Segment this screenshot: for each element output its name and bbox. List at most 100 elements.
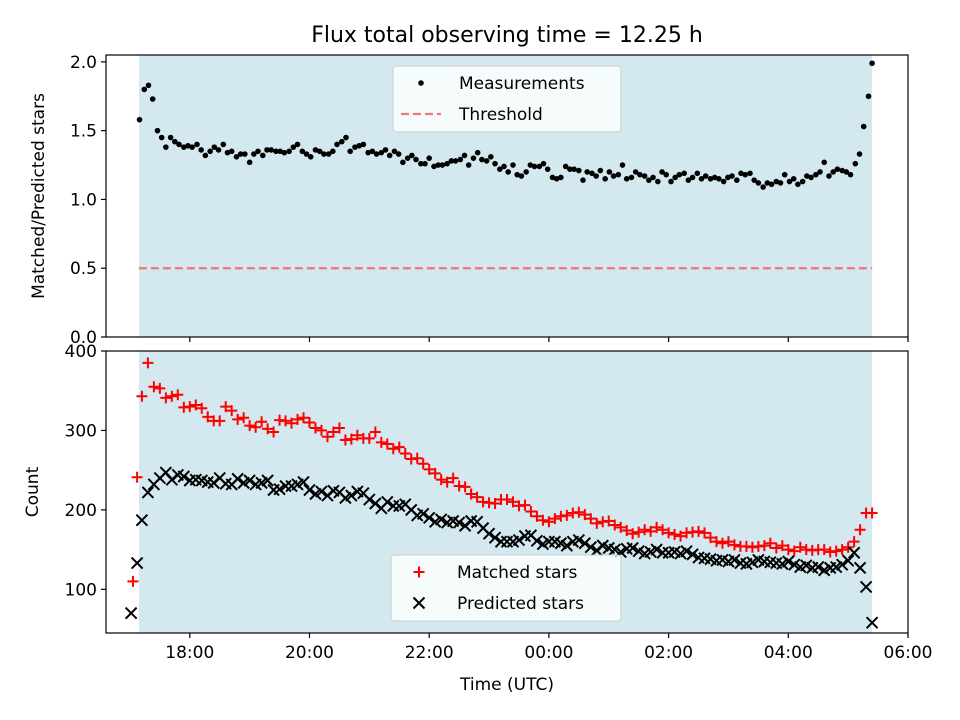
matched-stars-point (728, 539, 740, 551)
measurements-point (847, 171, 854, 178)
matched-stars-point (148, 381, 160, 393)
x-tick-label: 06:00 (884, 643, 933, 663)
measurements-point (347, 148, 353, 155)
matched-stars-point (507, 496, 519, 508)
matched-stars-point (693, 525, 705, 537)
matched-stars-point (286, 417, 298, 429)
matched-stars-point (531, 510, 543, 522)
measurements-point (676, 171, 683, 178)
measurements-point (233, 153, 240, 160)
matched-stars-point (136, 390, 148, 402)
y-tick-label: 2.0 (70, 53, 97, 73)
measurements-point (540, 160, 547, 167)
matched-stars-point (214, 415, 226, 427)
matched-stars-point (184, 401, 196, 413)
matched-stars-point (549, 513, 561, 525)
matched-stars-point (309, 422, 321, 434)
y-tick-label: 100 (65, 580, 97, 600)
measurements-point (615, 171, 622, 178)
measurements-point (632, 169, 639, 175)
predicted-stars-point (584, 541, 597, 554)
measurements-point (813, 171, 819, 178)
matched-stars-point (675, 530, 687, 542)
matched-stars-point (525, 505, 537, 517)
x-tick-label: 00:00 (524, 643, 573, 663)
x-tick-label: 18:00 (165, 643, 214, 663)
matched-stars-point (788, 545, 800, 557)
matched-stars-point (848, 536, 860, 548)
predicted-stars-point (130, 556, 144, 570)
matched-stars-point (292, 413, 304, 425)
matched-stars-point (501, 494, 513, 506)
measurements-point (826, 173, 832, 179)
measurements-point (395, 151, 402, 157)
predicted-stars-point (177, 470, 191, 483)
measurements-point (189, 144, 195, 150)
matched-stars-point (579, 509, 591, 521)
matched-stars-point (573, 506, 585, 518)
predicted-stars-point (315, 485, 328, 498)
predicted-stars-point (363, 493, 376, 506)
measurements-point (580, 177, 586, 183)
measurements-point (479, 156, 485, 163)
measurements-point (795, 181, 801, 188)
matched-stars-point (196, 402, 208, 414)
measurements-point (544, 166, 551, 172)
measurements-point (448, 158, 455, 164)
measurements-point (426, 155, 432, 161)
matched-stars-point (321, 431, 333, 443)
measurements-point (465, 162, 472, 168)
matched-stars-point (369, 426, 381, 438)
matched-stars-point (459, 481, 471, 493)
measurements-point (444, 160, 450, 167)
measurements-point (729, 173, 735, 179)
measurements-point (149, 96, 156, 102)
measurements-point (163, 144, 169, 150)
legend-label: Measurements (459, 74, 585, 94)
y-tick-label: 300 (65, 421, 97, 441)
measurements-point (307, 153, 314, 160)
measurements-point (207, 148, 213, 155)
legend-label: Matched stars (457, 563, 577, 583)
legend-measurements-swatch (418, 80, 424, 86)
measurements-point (768, 181, 775, 188)
legend: Matched stars Predicted stars (390, 554, 622, 622)
measurements-point (720, 178, 727, 185)
predicted-stars-point (243, 474, 256, 487)
predicted-stars-point (650, 543, 663, 556)
predicted-stars-point (303, 483, 316, 497)
matched-stars-point (764, 537, 776, 549)
matched-stars-point (537, 514, 549, 526)
measurements-point (681, 170, 687, 177)
measurements-point (852, 160, 859, 167)
measurements-point (689, 174, 696, 181)
matched-stars-point (327, 426, 339, 438)
matched-stars-point (399, 447, 411, 459)
measurements-point (531, 163, 538, 170)
matched-stars-point (716, 537, 728, 549)
measurements-point (457, 156, 464, 163)
matched-stars-point (166, 390, 178, 402)
measurements-point (228, 148, 235, 155)
matched-stars-point (375, 436, 387, 448)
measurements-point (702, 173, 709, 179)
measurements-point (268, 147, 274, 153)
predicted-stars-point (812, 560, 825, 574)
measurements-point (755, 180, 762, 186)
predicted-stars-point (273, 483, 286, 496)
predicted-stars-point (686, 548, 699, 561)
predicted-stars-point (482, 527, 496, 540)
measurements-point (255, 148, 261, 155)
matched-stars-point (127, 575, 139, 587)
predicted-stars-point (231, 472, 244, 486)
matched-stars-point (262, 423, 274, 435)
predicted-stars-point (572, 533, 586, 547)
measurements-point (290, 144, 297, 150)
measurements-point (334, 141, 340, 148)
matched-stars-point (423, 463, 435, 475)
x-tick-label: 20:00 (285, 643, 334, 663)
measurements-point (505, 169, 511, 175)
matched-stars-point (303, 416, 315, 428)
measurements-point (158, 134, 165, 141)
measurements-point (760, 184, 766, 190)
